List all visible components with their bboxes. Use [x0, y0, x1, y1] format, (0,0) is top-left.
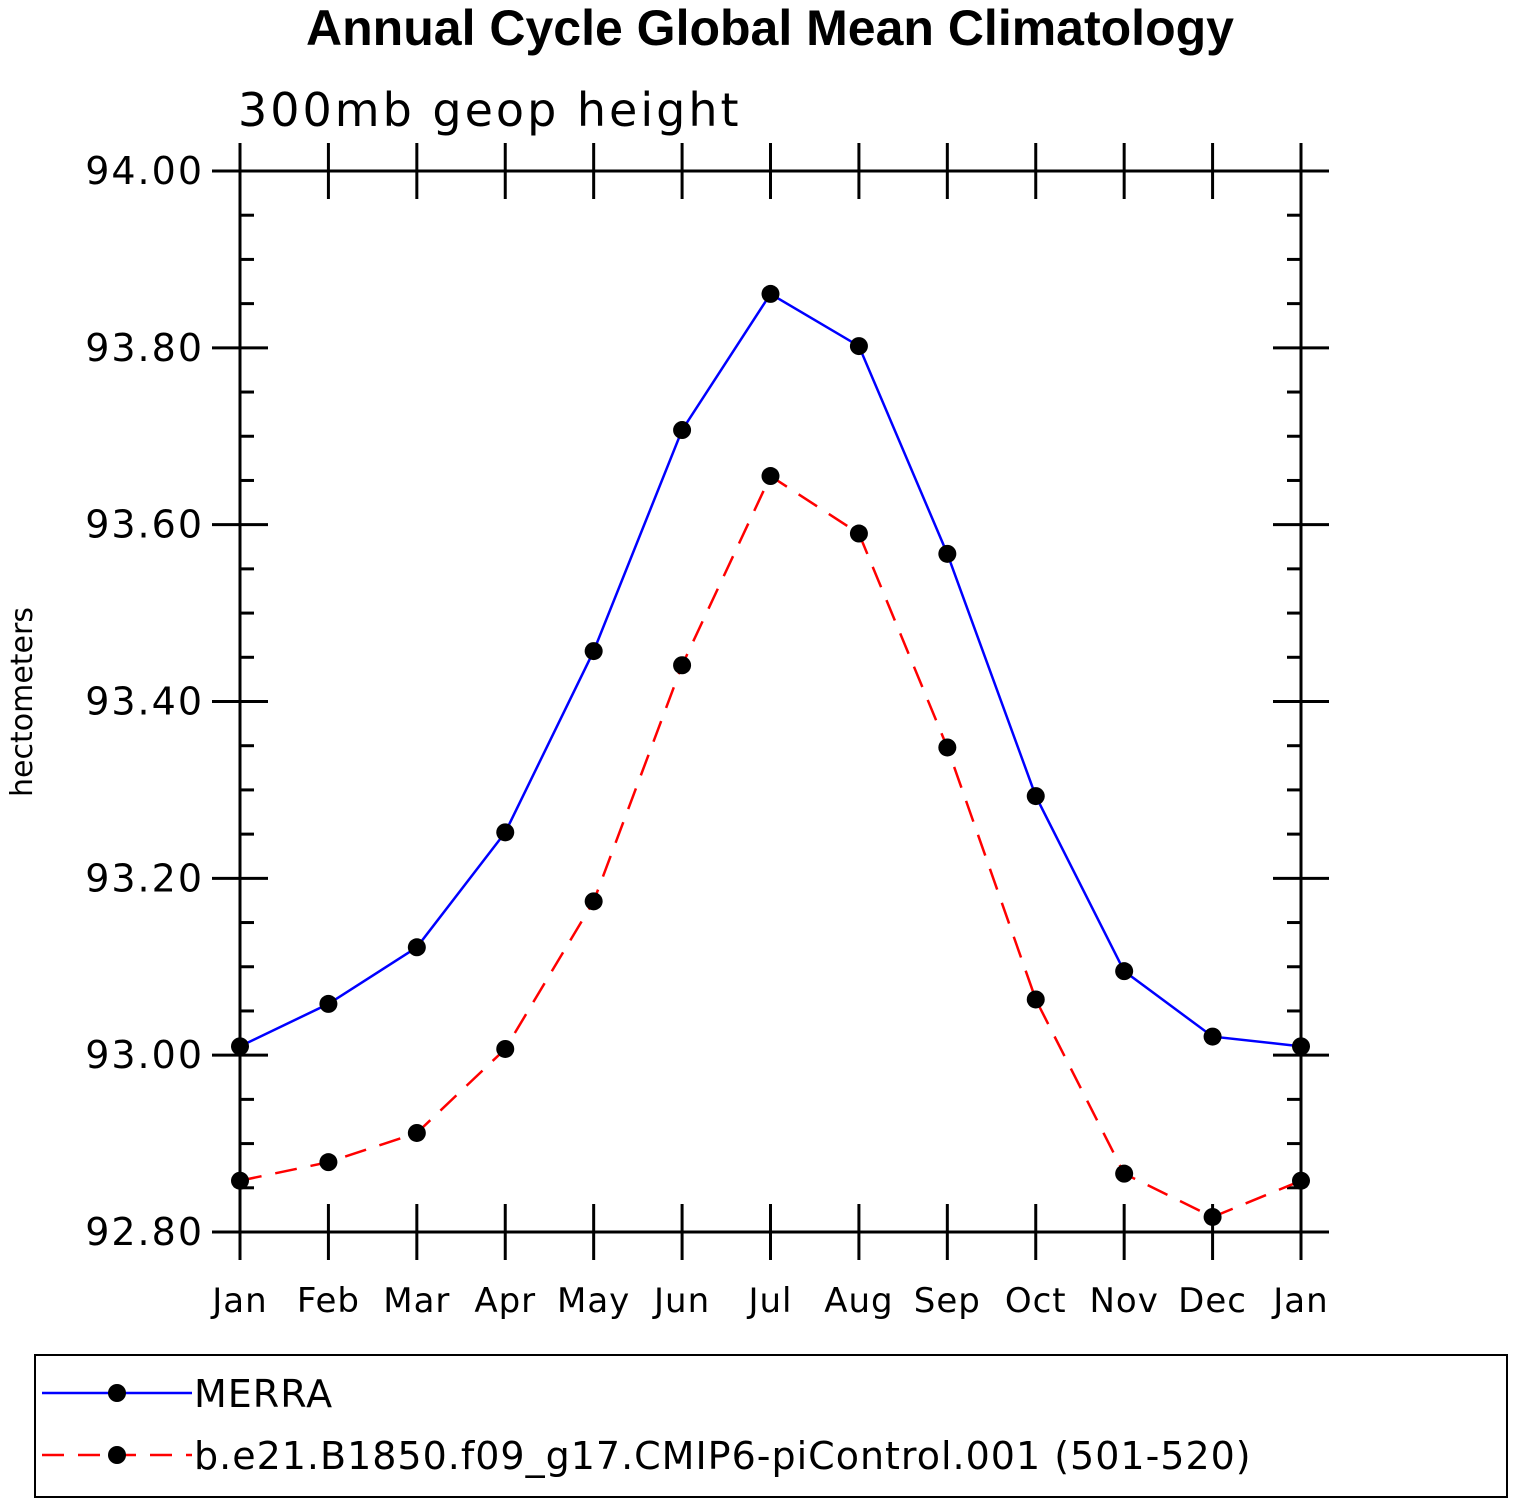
- chart-title: Annual Cycle Global Mean Climatology: [306, 0, 1234, 56]
- data-point: [319, 994, 338, 1013]
- legend-label-0: MERRA: [194, 1372, 333, 1416]
- y-axis-label: hectometers: [5, 607, 40, 797]
- data-point: [673, 656, 692, 675]
- x-tick-labels: Jan Feb Mar Apr May Jun Jul Aug Sep Oct Nov Dec Jan: [210, 1281, 1328, 1321]
- data-point: [584, 642, 603, 661]
- series-line-0: [239, 292, 1302, 1048]
- data-point: [231, 1171, 249, 1190]
- y-tick-label: 94.00: [85, 149, 204, 193]
- x-tick-label: Mar: [383, 1281, 450, 1321]
- data-point: [938, 544, 957, 563]
- data-point: [938, 738, 957, 757]
- data-point: [1115, 962, 1134, 981]
- x-tick-label: May: [557, 1281, 630, 1321]
- y-tick-label: 93.00: [85, 1033, 204, 1077]
- data-point: [319, 1153, 338, 1172]
- plot-frame: [238, 169, 1303, 1234]
- series-points: [231, 284, 1310, 1226]
- data-point: [1115, 1164, 1134, 1183]
- data-point: [673, 421, 692, 440]
- y-tick-label: 93.20: [85, 856, 204, 900]
- data-point: [496, 823, 515, 842]
- legend-marker: [108, 1384, 126, 1402]
- x-tick-label: Aug: [824, 1281, 893, 1321]
- data-point: [849, 337, 868, 356]
- x-tick-label: Jul: [746, 1281, 792, 1321]
- x-tick-label: Sep: [914, 1281, 981, 1321]
- legend-label-1: b.e21.B1850.f09_g17.CMIP6-piControl.001 …: [194, 1434, 1252, 1478]
- legend: MERRA b.e21.B1850.f09_g17.CMIP6-piControl…: [42, 1372, 1252, 1478]
- data-point: [407, 1123, 426, 1142]
- data-point: [761, 284, 780, 303]
- data-point: [1203, 1207, 1222, 1226]
- data-point: [584, 892, 603, 911]
- x-tick-label: Jan: [210, 1281, 267, 1321]
- x-tick-label: Dec: [1178, 1281, 1247, 1321]
- x-tick-label: Jan: [1271, 1281, 1328, 1321]
- x-tick-label: Nov: [1089, 1281, 1158, 1321]
- data-point: [1026, 990, 1045, 1009]
- x-tick-label: Apr: [474, 1281, 536, 1321]
- y-tick-label: 93.60: [85, 503, 204, 547]
- legend-box: [34, 1354, 1508, 1498]
- series-lines: [239, 292, 1302, 1219]
- data-point: [1203, 1027, 1222, 1046]
- data-point: [1026, 787, 1045, 806]
- legend-marker: [108, 1446, 126, 1464]
- x-tick-label: Oct: [1005, 1281, 1067, 1321]
- data-point: [1292, 1171, 1310, 1190]
- series-line-1: [239, 474, 1302, 1219]
- data-point: [761, 467, 780, 486]
- axis-ticks: [212, 143, 1329, 1260]
- x-tick-label: Feb: [297, 1281, 360, 1321]
- y-tick-label: 93.80: [85, 326, 204, 370]
- data-point: [1292, 1037, 1310, 1056]
- data-point: [496, 1039, 515, 1058]
- x-tick-label: Jun: [652, 1281, 710, 1321]
- y-tick-labels: 92.80 93.00 93.20 93.40 93.60 93.80 94.00: [85, 149, 204, 1254]
- data-point: [407, 938, 426, 957]
- data-point: [849, 524, 868, 543]
- data-point: [231, 1037, 249, 1056]
- y-tick-label: 92.80: [85, 1210, 204, 1254]
- chart-subtitle: 300mb geop height: [238, 83, 742, 137]
- y-tick-label: 93.40: [85, 680, 204, 724]
